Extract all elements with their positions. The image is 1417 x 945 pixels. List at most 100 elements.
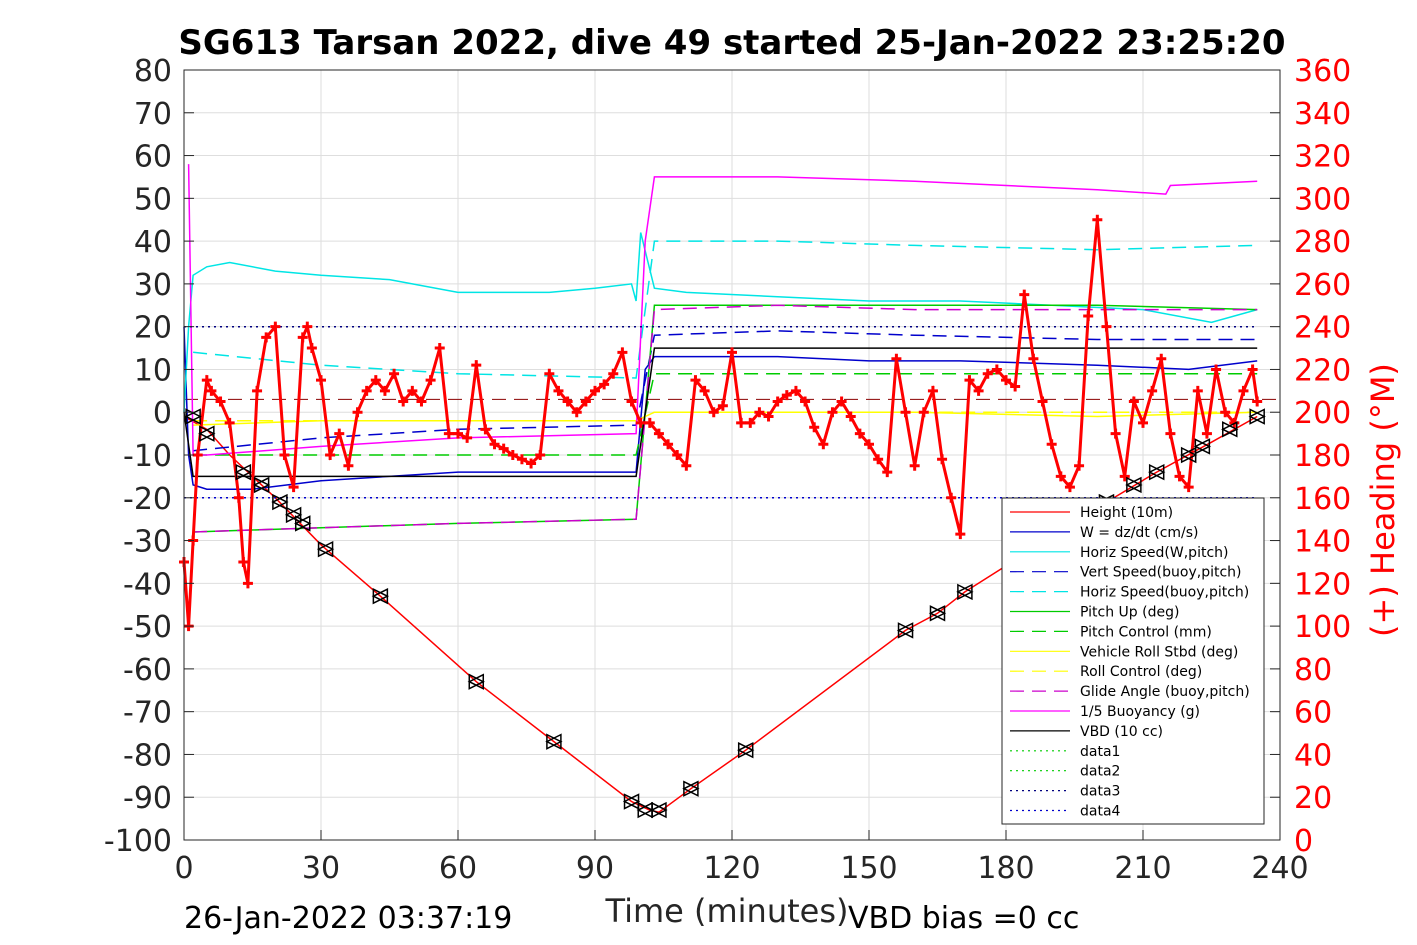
- heading-point: [1010, 381, 1021, 392]
- x-tick-label: 120: [703, 851, 760, 886]
- dive-marker: [1148, 463, 1165, 481]
- heading-point: [334, 428, 345, 439]
- legend-label: Pitch Up (deg): [1080, 605, 1179, 621]
- legend-label: Glide Angle (buoy,pitch): [1080, 684, 1250, 700]
- heading-point: [279, 450, 290, 460]
- y-tick-label: 30: [134, 268, 172, 303]
- y-tick-label: 0: [153, 396, 172, 431]
- dive-marker: [252, 476, 270, 494]
- series-line-11: [183, 347, 1258, 478]
- y-tick-label: -100: [104, 824, 172, 859]
- legend-box: [1001, 497, 1265, 825]
- heading-point: [663, 439, 674, 450]
- y2-tick-label: 360: [1294, 54, 1351, 89]
- heading-point: [653, 428, 664, 439]
- dive-marker: [1248, 408, 1265, 425]
- dive-marker: [650, 801, 667, 819]
- heading-point: [316, 375, 326, 386]
- footer-timestamp: 26-Jan-2022 03:37:19: [184, 901, 512, 936]
- heading-point: [1220, 407, 1231, 418]
- heading-point: [553, 385, 564, 396]
- heading-point: [507, 450, 518, 460]
- heading-point: [1128, 396, 1139, 407]
- y-tick-label: 40: [134, 225, 172, 260]
- series-line-9: [193, 304, 1258, 533]
- heading-point: [352, 407, 363, 418]
- heading-point: [1101, 321, 1112, 332]
- heading-point: [1028, 353, 1039, 364]
- heading-point: [562, 396, 573, 407]
- y-tick-label: -70: [123, 696, 172, 731]
- heading-point: [1211, 364, 1222, 375]
- heading-point: [809, 422, 820, 433]
- x-tick-label: 90: [576, 851, 614, 886]
- heading-point: [690, 375, 701, 386]
- dive-marker: [294, 515, 311, 532]
- y-tick-label: -20: [123, 482, 172, 517]
- legend-label: data1: [1080, 744, 1120, 760]
- heading-point: [434, 343, 445, 354]
- y2-tick-label: 240: [1294, 311, 1351, 346]
- heading-point: [343, 460, 354, 471]
- y2-tick-label: 20: [1294, 781, 1332, 816]
- y-tick-label: 80: [134, 54, 172, 89]
- right-axis: 0 20 40 60 80 100 120 140 160 180 200 220 240 260 280 3…: [1270, 54, 1351, 859]
- heading-point: [206, 385, 217, 396]
- heading-point: [909, 460, 920, 471]
- heading-point: [790, 385, 801, 396]
- dive-marker: [622, 793, 640, 810]
- heading-point: [443, 428, 454, 439]
- heading-point: [1156, 353, 1167, 364]
- heading-point: [416, 396, 427, 407]
- heading-point: [471, 360, 482, 371]
- heading-point: [864, 439, 874, 450]
- heading-point: [1092, 214, 1103, 225]
- heading-point: [672, 450, 683, 460]
- heading-point: [882, 467, 893, 478]
- series-line-5: [193, 304, 1258, 533]
- legend-label: Pitch Control (mm): [1080, 624, 1212, 640]
- dive-marker: [682, 780, 699, 797]
- heading-point: [544, 368, 555, 379]
- y-tick-label: -50: [123, 610, 172, 645]
- heading-point: [1247, 364, 1258, 375]
- y-tick-label: 10: [134, 353, 172, 388]
- y2-tick-label: 280: [1294, 225, 1351, 260]
- heading-point: [498, 443, 509, 454]
- heading-point: [827, 407, 838, 418]
- heading-point: [302, 321, 313, 332]
- dive-marker: [545, 733, 562, 750]
- y2-tick-label: 40: [1294, 738, 1332, 773]
- legend-label: Roll Control (deg): [1080, 664, 1202, 680]
- heading-point: [717, 400, 728, 411]
- y-tick-label: -80: [123, 738, 172, 773]
- heading-point: [1183, 482, 1194, 493]
- heading-point: [453, 428, 463, 439]
- series-line-10: [187, 164, 1258, 456]
- heading-point: [1238, 385, 1249, 396]
- heading-point: [617, 347, 628, 358]
- legend-label: data4: [1080, 804, 1121, 820]
- heading-point: [836, 396, 847, 407]
- dive-marker: [956, 583, 973, 601]
- heading-point: [599, 379, 610, 390]
- y2-tick-label: 260: [1294, 268, 1351, 303]
- heading-point: [325, 450, 336, 460]
- heading-point: [1138, 417, 1148, 428]
- heading-point: [215, 396, 226, 407]
- y-tick-label: -40: [123, 567, 172, 602]
- dive-marker: [234, 463, 252, 481]
- heading-point: [1046, 439, 1057, 450]
- y2-tick-label: 200: [1294, 396, 1351, 431]
- heading-point: [1147, 385, 1158, 396]
- heading-point: [580, 396, 591, 407]
- heading-point: [937, 454, 948, 465]
- y-tick-label: 60: [134, 140, 172, 175]
- x-tick-label: 150: [840, 851, 897, 886]
- heading-point: [818, 439, 829, 450]
- y2-tick-label: 340: [1294, 97, 1351, 132]
- heading-point: [772, 396, 783, 407]
- heading-point: [1174, 471, 1185, 482]
- heading-point: [854, 428, 865, 439]
